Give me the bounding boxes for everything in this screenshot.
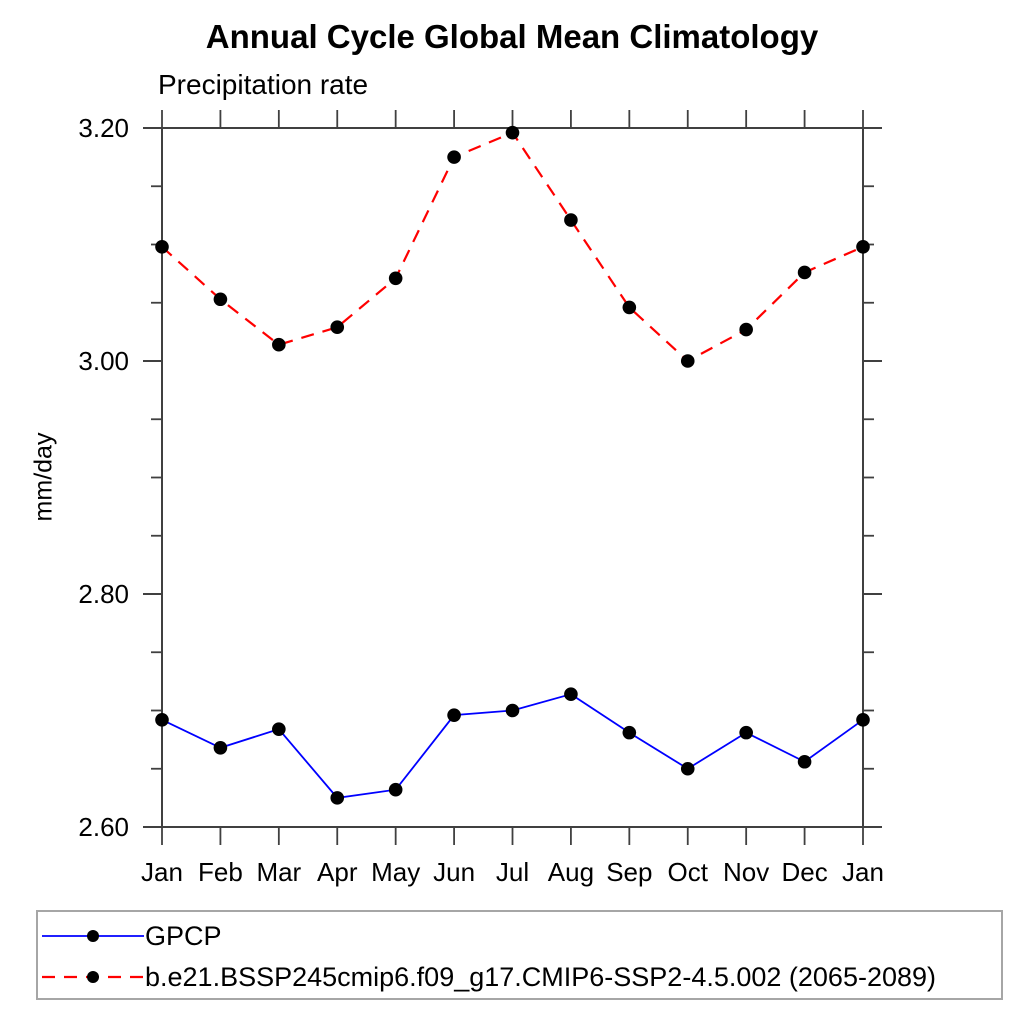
x-tick-label: Feb [198,857,243,887]
x-tick-label: Jul [496,857,529,887]
data-point-marker [739,322,753,337]
series-line-1 [161,131,864,363]
data-point-marker [622,725,637,740]
x-tick-label: Mar [256,857,301,887]
data-point-marker [622,300,637,315]
legend-box: GPCP b.e21.BSSP245cmip6.f09_g17.CMIP6-SS… [36,910,1003,1000]
data-point-marker [797,754,812,769]
y-tick-label: 3.00 [78,346,129,376]
chart-title: Annual Cycle Global Mean Climatology [205,18,819,55]
x-tick-label: Sep [606,857,652,887]
x-tick-label: Nov [723,857,769,887]
legend-line-sample-gpcp [42,930,144,942]
legend-label-model: b.e21.BSSP245cmip6.f09_g17.CMIP6-SSP2-4.… [145,962,937,992]
y-tick-label: 2.80 [78,579,129,609]
data-point-marker [447,150,461,164]
series-markers-1 [155,125,870,368]
data-point-marker [447,708,461,722]
data-point-marker [213,740,228,755]
plot-frame [161,127,864,828]
data-point-marker [330,791,345,805]
legend-sample-marker [87,930,99,942]
x-tick-label: Oct [668,857,709,887]
data-point-marker [680,761,695,776]
legend-sample-marker [87,971,99,983]
data-point-marker [213,292,228,307]
x-tick-label: Aug [548,857,594,887]
y-tick-label: 3.20 [78,113,129,143]
series-markers-0 [155,687,870,805]
data-point-marker [388,271,403,286]
x-axis-ticks: Jan Feb Mar Apr May Jun Jul Aug Sep Oct Nov Dec Jan [141,110,884,887]
data-point-marker [856,713,870,727]
data-point-marker [739,725,753,740]
data-point-marker [856,240,870,254]
y-tick-label: 2.60 [78,812,129,842]
legend-line-sample-model [42,971,144,983]
x-tick-label: Jun [433,857,475,887]
data-point-marker [797,265,812,280]
legend-entry-model: b.e21.BSSP245cmip6.f09_g17.CMIP6-SSP2-4.… [41,961,936,993]
data-point-marker [272,337,286,352]
data-point-marker [330,320,345,335]
data-point-marker [680,354,695,368]
x-tick-label: May [371,857,420,887]
x-tick-label: Jan [141,857,183,887]
data-point-marker [155,713,169,727]
data-point-marker [272,722,286,736]
legend-entry-gpcp: GPCP [41,920,222,952]
data-point-marker [155,240,169,254]
y-axis-ticks: 2.60 2.80 3.00 3.20 [78,113,882,842]
data-point-marker [505,125,520,140]
data-point-marker [564,687,578,701]
data-point-marker [388,782,403,797]
chart-subtitle: Precipitation rate [158,69,369,100]
data-point-marker [505,703,520,718]
x-tick-label: Apr [317,857,358,887]
data-point-marker [564,213,578,227]
legend-label-gpcp: GPCP [145,921,222,951]
x-tick-label: Dec [781,857,827,887]
x-tick-label: Jan [842,857,884,887]
